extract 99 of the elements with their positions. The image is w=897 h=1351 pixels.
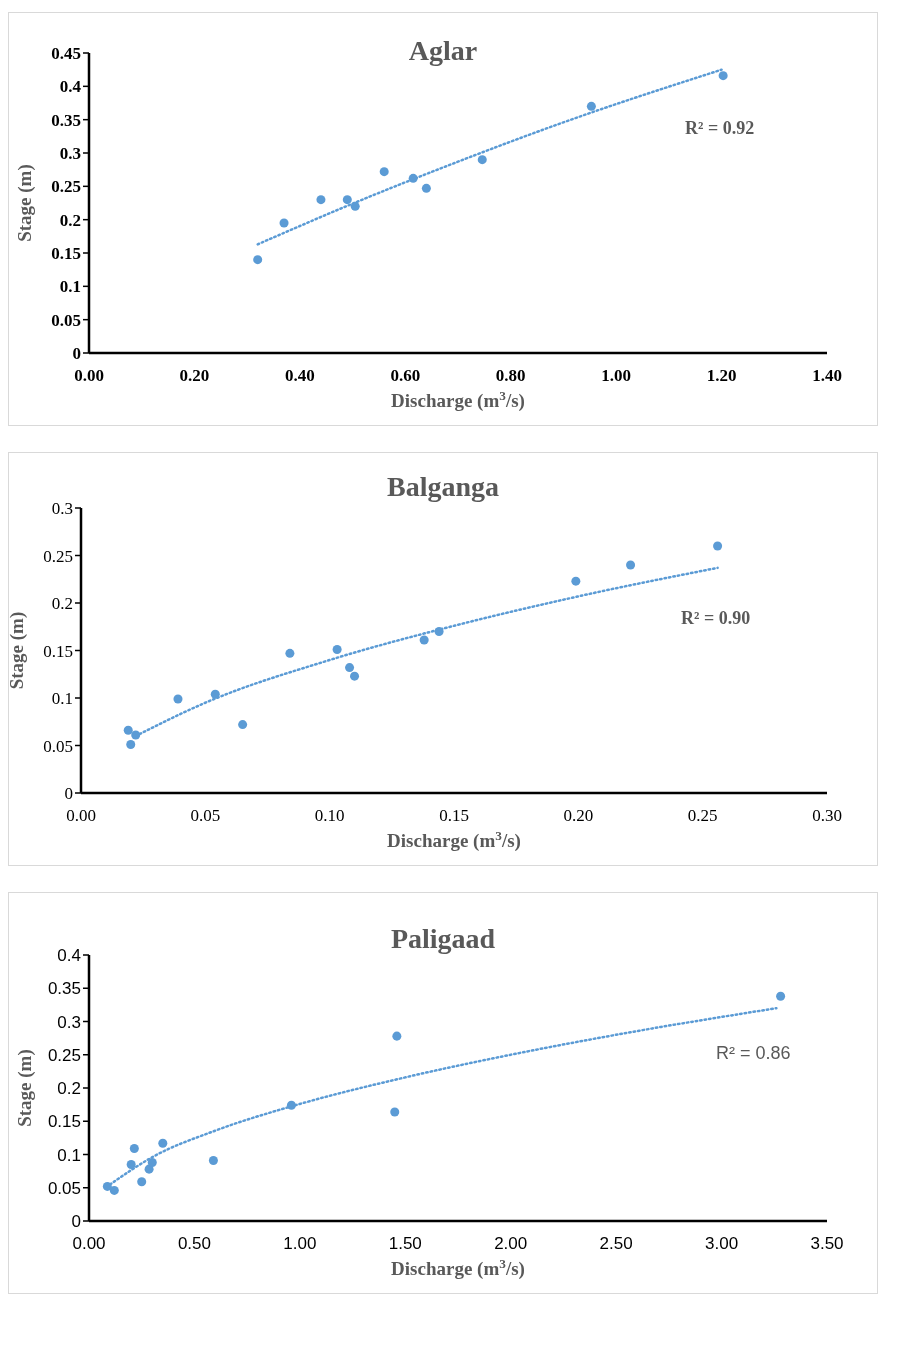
x-tick-label: 1.40 [812, 366, 842, 386]
y-tick-label: 0.3 [59, 144, 81, 164]
annotation: R² = 0.90 [681, 608, 751, 629]
x-axis-title: Discharge (m$^{3}$/s) [387, 827, 521, 852]
y-tick-label: 0.25 [47, 1045, 81, 1065]
point [126, 1159, 136, 1169]
x-tick-label: 0.00 [72, 1234, 106, 1254]
y-tick-label: 0.15 [43, 641, 73, 661]
point [776, 991, 786, 1001]
y-tick-label: 0.25 [51, 177, 81, 197]
y-tick-label: 0 [64, 784, 73, 804]
point [332, 645, 342, 655]
y-axis-title: Stage (m) [6, 611, 28, 690]
y-tick-label: 0.05 [43, 736, 73, 756]
point [350, 201, 360, 211]
point [316, 195, 326, 205]
chart-title: Aglar [408, 35, 478, 66]
point [102, 1181, 112, 1191]
x-tick-label: 2.50 [599, 1234, 633, 1254]
x-tick-label: 0.00 [66, 806, 96, 826]
x-tick-label: 0.25 [687, 806, 718, 826]
y-tick-label: 0.05 [51, 310, 81, 330]
point [158, 1138, 168, 1148]
point [126, 740, 136, 750]
x-tick-label: 1.00 [283, 1234, 317, 1254]
point [713, 541, 723, 551]
y-tick-label: 0.2 [57, 1079, 81, 1099]
point [477, 155, 487, 165]
x-tick-label: 3.50 [810, 1234, 844, 1254]
annotation: R² = 0.92 [685, 118, 755, 139]
y-tick-label: 0.35 [47, 979, 81, 999]
x-tick-label: 2.00 [494, 1234, 528, 1254]
point [279, 218, 289, 228]
y-tick-label: 0.4 [57, 946, 81, 966]
point [390, 1107, 400, 1117]
x-tick-label: 0.05 [190, 806, 221, 826]
x-tick-label: 1.50 [388, 1234, 422, 1254]
x-tick-label: 0.00 [74, 366, 104, 386]
point [129, 1144, 139, 1154]
point [109, 1185, 119, 1195]
point [626, 560, 636, 570]
point [421, 183, 431, 193]
point [137, 1177, 147, 1187]
x-tick-label: 1.00 [601, 366, 632, 386]
y-tick-label: 0.15 [51, 244, 81, 264]
x-tick-label: 0.60 [390, 366, 421, 386]
x-tick-label: 0.15 [439, 806, 469, 826]
point [434, 626, 444, 637]
point [147, 1157, 157, 1167]
y-tick-label: 0.3 [57, 1012, 81, 1032]
point [571, 576, 581, 586]
point [210, 689, 220, 699]
x-tick-label: 0.20 [179, 366, 210, 386]
point [173, 694, 183, 704]
point [419, 635, 429, 645]
y-tick-label: 0.35 [51, 110, 81, 130]
point [718, 71, 728, 81]
x-tick-label: 0.10 [314, 806, 345, 826]
y-tick-label: 0.15 [47, 1112, 81, 1132]
point [285, 648, 295, 658]
point [238, 720, 248, 730]
point [392, 1031, 402, 1041]
point [286, 1100, 296, 1110]
y-tick-label: 0.2 [59, 210, 81, 230]
point [350, 671, 360, 681]
y-tick-label: 0.05 [47, 1178, 81, 1198]
x-tick-label: 3.00 [705, 1234, 739, 1254]
point [123, 725, 133, 735]
x-tick-label: 0.80 [495, 366, 526, 386]
y-tick-label: 0.1 [51, 689, 73, 709]
point [408, 173, 418, 183]
chart-title: Balganga [386, 471, 500, 502]
y-tick-label: 0.3 [51, 499, 73, 519]
y-tick-label: 0.25 [43, 546, 73, 566]
y-tick-label: 0.45 [51, 44, 81, 64]
y-tick-label: 0.1 [57, 1145, 81, 1165]
x-tick-label: 0.20 [563, 806, 594, 826]
x-tick-label: 0.40 [284, 366, 315, 386]
y-axis-title: Stage (m) [14, 1049, 36, 1127]
point [345, 663, 355, 673]
y-tick-label: 0.1 [59, 277, 81, 297]
y-tick-label: 0.4 [59, 77, 82, 97]
point [253, 255, 263, 265]
x-tick-label: 0.30 [812, 806, 842, 826]
x-tick-label: 1.20 [706, 366, 737, 386]
y-tick-label: 0 [71, 1212, 81, 1232]
y-axis-title: Stage (m) [14, 164, 36, 242]
point [131, 730, 141, 740]
annotation: R² = 0.86 [716, 1043, 791, 1064]
y-tick-label: 0.2 [51, 594, 73, 614]
point [586, 101, 596, 111]
point [379, 167, 389, 177]
point [208, 1155, 218, 1165]
chart-title: Paligaad [390, 923, 496, 954]
x-axis-title: Discharge (m$^{3}$/s) [391, 1255, 525, 1280]
x-tick-label: 0.50 [177, 1234, 211, 1254]
x-axis-title: Discharge (m$^{3}$/s) [391, 387, 525, 412]
y-tick-label: 0 [72, 344, 81, 364]
point [342, 195, 352, 205]
